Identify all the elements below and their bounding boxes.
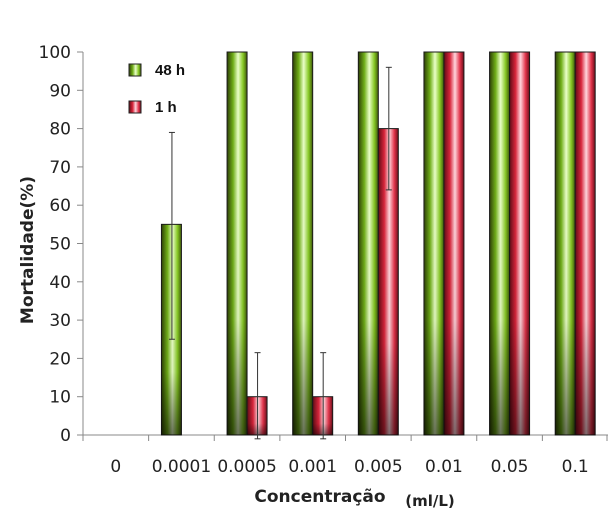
bar-shade [443, 52, 464, 435]
x-tick-label: 0 [110, 457, 121, 477]
x-tick-label: 0.05 [491, 457, 529, 477]
x-axis-unit: (ml/L) [405, 492, 455, 510]
y-axis-title: Mortalidade(%) [18, 176, 38, 324]
legend-swatch-1h [128, 100, 142, 114]
bar-1h [443, 51, 465, 436]
bar-1h [574, 51, 596, 436]
bar-shade [423, 52, 444, 435]
bar-48h [357, 51, 379, 436]
bar-48h [226, 51, 248, 436]
y-tick-label: 100 [39, 43, 71, 63]
x-tick-label: 0.1 [562, 457, 589, 477]
bar-shade [489, 52, 510, 435]
x-axis-title: Concentração [254, 487, 385, 507]
bar-1h [509, 51, 531, 436]
error-bar [320, 352, 327, 440]
legend: 48 h 1 h [128, 62, 185, 116]
error-bar [385, 66, 392, 191]
legend-label-1h: 1 h [155, 99, 177, 116]
y-tick-label: 80 [49, 120, 71, 140]
y-axis: 0 10 20 30 40 50 60 70 80 90 100 [39, 43, 84, 446]
bar-1h [377, 128, 399, 436]
bar-shade [378, 128, 399, 435]
x-tick-label: 0.005 [354, 457, 403, 477]
error-bar [254, 352, 261, 440]
bar-shade [292, 52, 313, 435]
y-tick-label: 0 [60, 426, 71, 446]
error-bar [168, 131, 175, 340]
y-tick-label: 50 [49, 235, 71, 255]
bar-48h [292, 51, 314, 436]
y-tick-label: 40 [49, 273, 71, 293]
y-tick-label: 10 [49, 388, 71, 408]
bar-shade [509, 52, 530, 435]
bars [160, 51, 596, 436]
y-tick-label: 20 [49, 349, 71, 369]
bar-48h [423, 51, 445, 436]
legend-label-48h: 48 h [155, 62, 185, 79]
bar-48h [554, 51, 576, 436]
bar-shade [575, 52, 596, 435]
y-tick-label: 90 [49, 81, 71, 101]
legend-swatch-48h [128, 63, 142, 77]
bar-shade [358, 52, 379, 435]
x-tick-label: 0.0005 [217, 457, 276, 477]
x-tick-label: 0.01 [425, 457, 463, 477]
x-axis: 0 0.0001 0.0005 0.001 0.005 0.01 0.05 0.1 [82, 434, 608, 477]
bar-shade [227, 52, 248, 435]
error-bars [168, 66, 392, 440]
y-tick-label: 30 [49, 311, 71, 331]
bar-48h [489, 51, 511, 436]
y-tick-label: 60 [49, 196, 71, 216]
y-tick-label: 70 [49, 158, 71, 178]
x-tick-label: 0.001 [288, 457, 337, 477]
x-tick-label: 0.0001 [152, 457, 211, 477]
bar-shade [555, 52, 576, 435]
